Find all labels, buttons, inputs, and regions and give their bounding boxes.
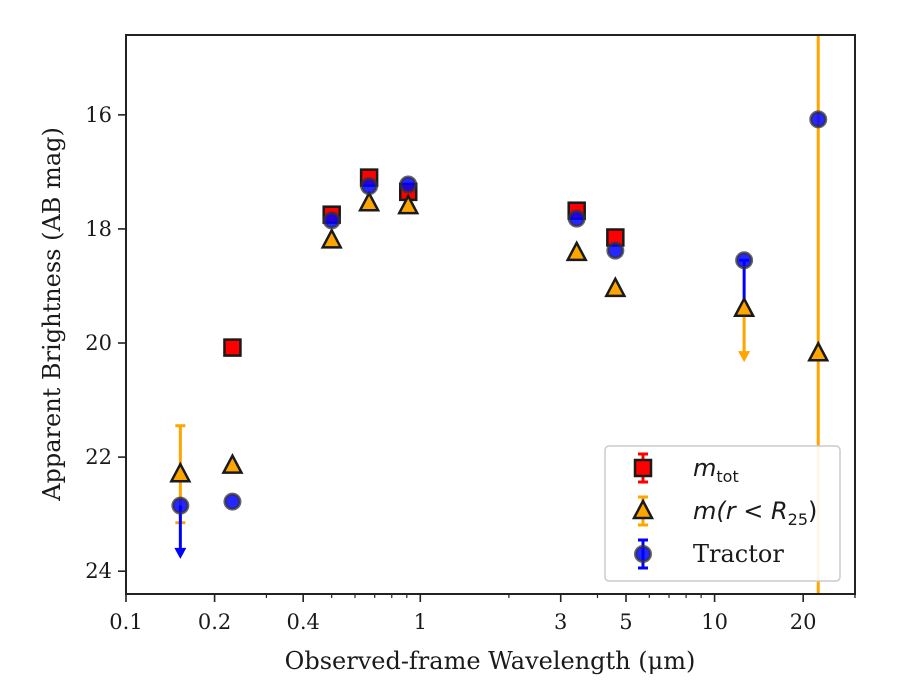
data-point-circle (567, 209, 586, 228)
x-axis-title: Observed-frame Wavelength (μm) (285, 647, 696, 675)
x-tick-label: 1 (414, 610, 427, 634)
y-axis-title: Apparent Brightness (AB mag) (38, 127, 66, 502)
x-tick-label: 5 (619, 610, 632, 634)
data-point-triangle (807, 340, 830, 362)
legend: mtot m(r < R25) Tractor (604, 445, 841, 582)
x-tick-label: 0.4 (286, 610, 319, 634)
data-point-circle (606, 241, 625, 260)
data-point-circle (223, 492, 242, 511)
legend-box (604, 445, 841, 582)
data-point-square (223, 338, 242, 357)
legend-label-main: m (693, 454, 716, 482)
data-point-triangle (733, 296, 756, 318)
axes: 0.1 0.2 0.4 1 3 5 10 20 16 18 20 22 24 (85, 103, 856, 634)
plot-frame (125, 34, 856, 595)
plot-area (169, 35, 830, 594)
y-tick-label: 20 (85, 331, 112, 355)
legend-label: Tractor (693, 540, 784, 568)
y-tick-label: 24 (85, 559, 112, 583)
upper-limit-arrowhead (174, 547, 187, 559)
data-point-triangle (565, 240, 588, 262)
legend-marker-circle (634, 545, 652, 563)
legend-label-main: m(r < R (693, 497, 788, 525)
legend-label-end: ) (808, 497, 817, 525)
data-point-triangle (320, 227, 343, 249)
data-point-circle (399, 175, 418, 194)
data-point-circle (735, 251, 754, 270)
legend-marker-square (633, 458, 653, 478)
legend-label: mtot (693, 454, 739, 486)
data-point-circle (171, 496, 190, 515)
data-point-circle (322, 211, 341, 230)
legend-label-subscript: 25 (788, 510, 808, 529)
data-point-triangle (221, 452, 244, 474)
legend-label-subscript: tot (716, 467, 738, 486)
legend-marker-triangle (631, 498, 655, 520)
data-point-triangle (358, 190, 381, 212)
upper-limit-arrowhead (738, 351, 751, 363)
data-point-circle (809, 110, 828, 129)
data-point-triangle (397, 193, 420, 215)
x-tick-label: 0.2 (198, 610, 231, 634)
x-tick-label: 20 (790, 610, 817, 634)
x-tick-label: 0.1 (109, 610, 142, 634)
x-tick-label: 3 (554, 610, 567, 634)
y-tick-label: 22 (85, 445, 112, 469)
x-tick-label: 10 (701, 610, 728, 634)
data-point-triangle (169, 461, 192, 483)
legend-label: m(r < R25) (693, 497, 817, 529)
y-tick-label: 16 (85, 103, 112, 127)
data-point-circle (360, 177, 379, 196)
y-tick-label: 18 (85, 217, 112, 241)
data-point-triangle (604, 276, 627, 298)
